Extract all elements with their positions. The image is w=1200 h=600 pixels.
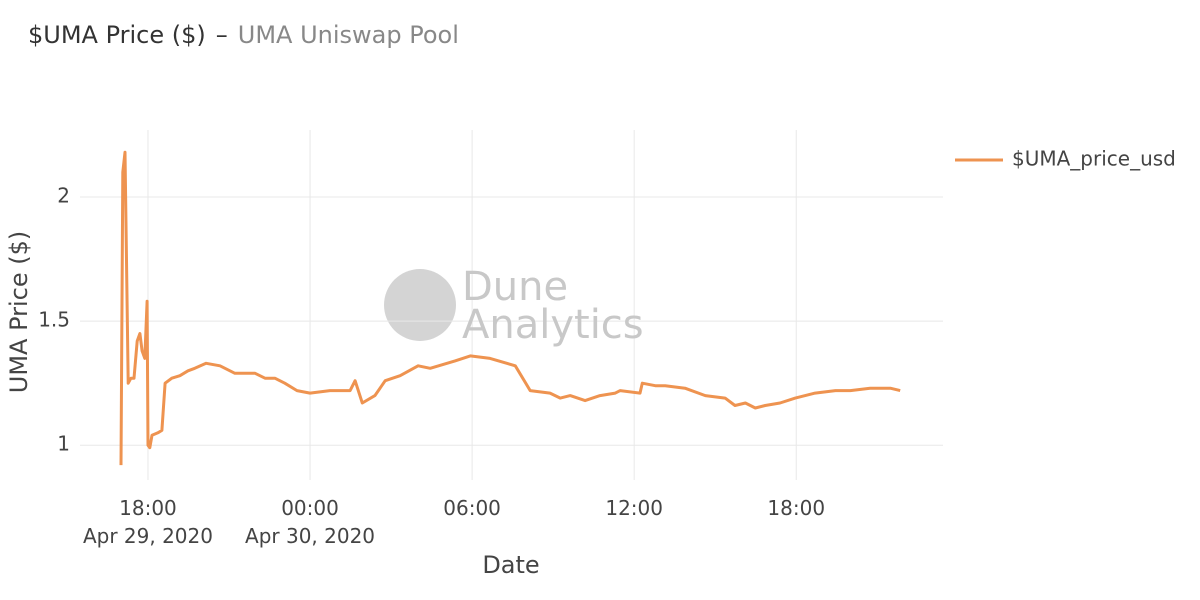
- legend-label: $UMA_price_usd: [1012, 147, 1176, 171]
- title: $UMA Price ($): [28, 21, 206, 49]
- x-tick-label: 18:00: [767, 496, 826, 520]
- y-tick-label: 2: [57, 184, 70, 208]
- x-tick-label: 00:00 Apr 30, 2020: [245, 496, 376, 548]
- y-axis-title: UMA Price ($): [5, 231, 33, 394]
- watermark-logo: [384, 269, 456, 341]
- y-tick-label: 1.5: [38, 308, 70, 332]
- y-tick-label: 1: [57, 432, 70, 456]
- x-tick-label: 12:00: [605, 496, 663, 520]
- x-axis-title: Date: [482, 551, 539, 579]
- x-tick-label: 18:00 Apr 29, 2020: [82, 496, 213, 548]
- x-tick-label: 06:00: [443, 496, 501, 520]
- price-line: [119, 150, 901, 466]
- watermark: Dune Analytics: [462, 264, 644, 348]
- title-separator: –: [216, 21, 228, 49]
- subtitle: UMA Uniswap Pool: [238, 21, 459, 49]
- chart-title: $UMA Price ($) – UMA Uniswap Pool: [28, 21, 459, 49]
